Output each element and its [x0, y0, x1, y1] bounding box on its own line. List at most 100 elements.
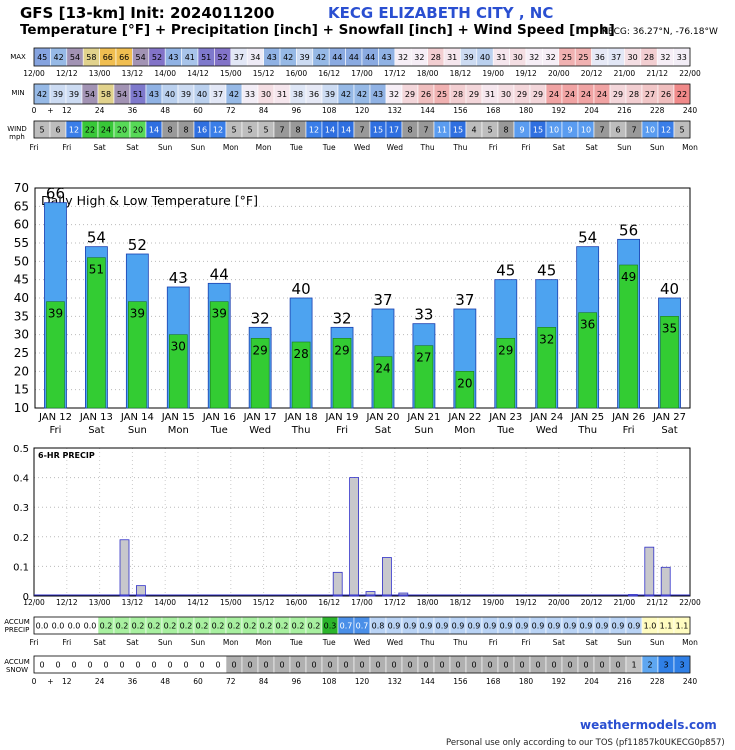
- low-temp-bar: [455, 371, 475, 409]
- precip-time-tick-label: 12/00: [23, 598, 45, 607]
- accum-precip-row-value: 0.9: [452, 622, 465, 631]
- min-row-value: 26: [421, 90, 431, 99]
- max-row-value: 25: [578, 53, 588, 62]
- max-row-value: 33: [677, 53, 687, 62]
- accum-weekday-tick-label: Sat: [126, 638, 138, 647]
- min-row-value: 33: [245, 90, 255, 99]
- hour-tick-label: 180: [519, 106, 534, 115]
- time-tick-label: 13/12: [122, 69, 144, 78]
- accum-precip-row-value: 0.9: [548, 622, 561, 631]
- min-row-label: MIN: [11, 89, 24, 97]
- low-temp-bar: [537, 327, 557, 409]
- wind-row-value: 7: [279, 126, 284, 135]
- time-tick-label: 19/12: [515, 69, 537, 78]
- terms-note: Personal use only according to our TOS (…: [446, 738, 725, 748]
- snow-hour-tick-label: 132: [388, 677, 403, 686]
- min-row-value: 24: [565, 90, 575, 99]
- accum-precip-row-value: 0.2: [100, 622, 113, 631]
- hour-tick-label: 240: [683, 106, 698, 115]
- hour-tick-label: 72: [226, 106, 236, 115]
- hour-tick-label: 144: [420, 106, 435, 115]
- max-row-value: 66: [103, 53, 113, 62]
- min-row-value: 24: [549, 90, 559, 99]
- accum-weekday-tick-label: Thu: [420, 638, 435, 647]
- wind-row-value: 22: [85, 126, 95, 135]
- precip-plot-frame: [33, 447, 691, 597]
- snow-hour-tick-label: 240: [683, 677, 698, 686]
- time-tick-label: 18/00: [417, 69, 439, 78]
- brand-link[interactable]: weathermodels.com: [580, 718, 717, 732]
- date-tick-label: JAN 19: [325, 412, 359, 423]
- accum-weekday-tick-label: Thu: [452, 638, 467, 647]
- precip-bar: [381, 557, 392, 597]
- low-temp-label: 39: [212, 307, 227, 321]
- wind-row-value: 5: [231, 126, 236, 135]
- accum-weekday-tick-label: Mon: [223, 638, 239, 647]
- accum-snow-value: 0: [615, 661, 620, 670]
- precip-time-tick-label: 20/12: [581, 598, 603, 607]
- min-row-value: 26: [661, 90, 671, 99]
- min-row-value: 58: [101, 90, 111, 99]
- time-tick-label: 21/00: [614, 69, 636, 78]
- temp-ytick-label: 70: [14, 181, 29, 195]
- wind-row-value: 24: [101, 126, 111, 135]
- precip-time-tick-label: 15/12: [253, 598, 275, 607]
- wind-row-value: 15: [533, 126, 543, 135]
- accum-snow-value: 0: [231, 661, 236, 670]
- accum-precip-row-value: 0.9: [596, 622, 609, 631]
- high-temp-label: 45: [537, 262, 556, 280]
- temp-ytick-label: 10: [14, 401, 29, 415]
- wind-row-value: 16: [197, 126, 207, 135]
- accum-precip-row-value: 0.9: [532, 622, 545, 631]
- low-temp-label: 35: [662, 321, 677, 335]
- min-row-value: 29: [517, 90, 527, 99]
- min-row-value: 25: [437, 90, 447, 99]
- accum-weekday-tick-label: Sun: [650, 638, 665, 647]
- precip-bar: [644, 546, 655, 597]
- precip-ytick-label: 0.3: [13, 503, 29, 514]
- accum-snow-value: 0: [375, 661, 380, 670]
- snow-hour-tick-label: 36: [128, 677, 138, 686]
- date-weekday-label: Sat: [375, 425, 391, 436]
- weekday-tick-label: Sat: [585, 143, 597, 152]
- accum-snow-value: 0: [503, 661, 508, 670]
- wind-row-value: 14: [341, 126, 351, 135]
- max-row-value: 36: [595, 53, 605, 62]
- max-row-value: 32: [546, 53, 556, 62]
- temp-ytick-label: 50: [14, 254, 29, 268]
- max-row-value: 54: [70, 53, 80, 62]
- min-row-value: 28: [629, 90, 639, 99]
- accum-snow-value: 0: [487, 661, 492, 670]
- snow-hour-tick-label: 72: [226, 677, 236, 686]
- max-row-value: 43: [168, 53, 178, 62]
- min-row-value: 39: [53, 90, 63, 99]
- wind-row-value: 5: [679, 126, 684, 135]
- wind-row-value: 6: [55, 126, 60, 135]
- weekday-tick-label: Fri: [489, 143, 498, 152]
- accum-precip-row-value: 0.2: [196, 622, 209, 631]
- date-tick-label: JAN 12: [38, 412, 72, 423]
- precip-time-tick-label: 20/00: [548, 598, 570, 607]
- snow-hour-tick-label: 12: [62, 677, 72, 686]
- accum-snow-value: 0: [279, 661, 284, 670]
- accum-precip-row-value: 0.9: [420, 622, 433, 631]
- date-tick-label: JAN 25: [570, 412, 604, 423]
- date-tick-label: JAN 13: [79, 412, 113, 423]
- wind-row-value: 7: [599, 126, 604, 135]
- precip-ytick-label: 0.1: [13, 562, 29, 573]
- chart-subtitle: Temperature [°F] + Precipitation [inch] …: [20, 22, 615, 38]
- wind-row-value: 5: [39, 126, 44, 135]
- accum-precip-label: ACCUM: [4, 618, 30, 626]
- high-temp-label: 54: [87, 229, 106, 247]
- accum-snow-value: 0: [183, 661, 188, 670]
- accum-snow-value: 0: [103, 661, 108, 670]
- weekday-tick-label: Sat: [553, 143, 565, 152]
- wind-row-value: 15: [373, 126, 383, 135]
- precip-time-tick-label: 14/00: [154, 598, 176, 607]
- high-temp-label: 66: [46, 185, 65, 203]
- accum-snow-value: 0: [423, 661, 428, 670]
- max-row-value: 25: [562, 53, 572, 62]
- min-row-value: 39: [181, 90, 191, 99]
- wind-row-value: 7: [423, 126, 428, 135]
